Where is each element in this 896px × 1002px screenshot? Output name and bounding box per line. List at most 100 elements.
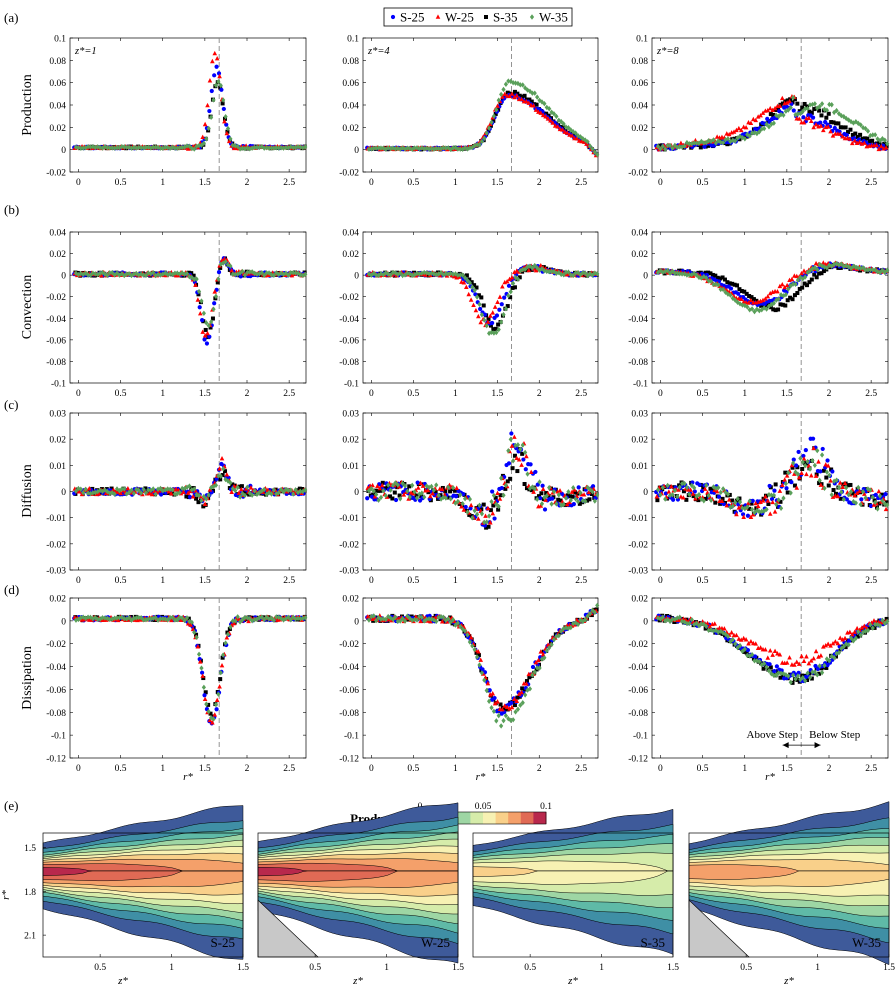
data-point (803, 462, 808, 469)
data-point (509, 443, 515, 448)
data-point (213, 296, 218, 301)
y-tick-label: -0.02 (339, 540, 359, 550)
data-point (784, 100, 790, 105)
data-point (136, 144, 141, 151)
data-point (484, 322, 489, 329)
data-point (554, 633, 559, 640)
y-tick-label: 0.03 (49, 410, 66, 420)
data-point (680, 271, 685, 277)
data-point (500, 94, 505, 99)
data-point (461, 491, 466, 497)
data-point (158, 492, 164, 497)
data-point (575, 498, 581, 505)
data-point (293, 616, 298, 622)
data-point (247, 269, 252, 275)
data-point (849, 140, 855, 146)
data-point (506, 461, 512, 466)
data-point (434, 145, 439, 152)
data-point (732, 282, 737, 287)
data-point (412, 489, 417, 495)
panel-r2-c1: 0.030.020.010-0.01-0.02-0.030 0.5 1 1.5 2 2.5 (339, 410, 600, 586)
data-point (223, 640, 228, 646)
y-tick-label: 0.06 (631, 79, 648, 89)
data-point (865, 267, 871, 273)
data-point (471, 302, 476, 308)
data-point (681, 495, 686, 500)
data-point (513, 709, 518, 715)
data-point (544, 491, 549, 496)
data-point (430, 490, 435, 496)
data-point (490, 310, 496, 315)
data-point (499, 485, 504, 491)
y-tick-label: 0 (61, 146, 66, 156)
data-point (499, 91, 504, 98)
data-point (706, 143, 711, 148)
data-point (515, 91, 520, 96)
data-point (805, 458, 810, 465)
data-point (206, 322, 211, 329)
data-point (701, 485, 706, 490)
data-point (210, 58, 215, 64)
data-point (575, 491, 580, 496)
data-point (377, 485, 383, 491)
data-point (554, 270, 559, 276)
data-point (199, 497, 204, 504)
data-point (88, 144, 93, 150)
data-point (738, 296, 744, 301)
data-point (237, 494, 243, 500)
data-point (824, 475, 829, 480)
data-point (858, 132, 863, 137)
data-point (754, 507, 760, 514)
data-point (747, 506, 752, 511)
data-point (749, 501, 754, 506)
data-point (187, 483, 192, 489)
x-tick-label: 1.5 (781, 389, 793, 399)
data-point (498, 702, 503, 707)
x-axis-label: r* (183, 771, 193, 783)
data-point (220, 101, 225, 106)
data-point (509, 275, 515, 280)
data-point (795, 465, 800, 470)
data-point (753, 500, 759, 506)
data-point (378, 145, 384, 151)
data-point (208, 325, 213, 330)
data-point (289, 272, 295, 278)
legend-marker-w-35 (529, 14, 535, 20)
data-point (771, 307, 776, 312)
data-point (196, 651, 202, 657)
data-point (490, 320, 495, 326)
data-point (489, 329, 494, 336)
data-point (742, 134, 747, 139)
data-point (796, 116, 802, 121)
data-point (838, 496, 843, 501)
data-point (511, 717, 516, 723)
data-point (863, 125, 868, 132)
data-point (281, 489, 286, 495)
data-point (782, 284, 788, 290)
data-point (821, 127, 826, 133)
data-point (742, 505, 747, 512)
data-point (216, 691, 221, 697)
data-point (112, 491, 117, 497)
data-point (482, 519, 487, 526)
data-point (300, 272, 305, 279)
data-point (223, 113, 228, 120)
data-point (474, 294, 480, 300)
data-point (544, 104, 549, 111)
data-point (795, 277, 801, 283)
data-point (492, 516, 497, 521)
data-point (785, 298, 790, 303)
data-point (789, 462, 795, 468)
series-w-35 (655, 260, 890, 315)
data-point (884, 143, 889, 148)
axes-frame (651, 37, 889, 173)
data-point (279, 145, 284, 151)
data-point (107, 270, 112, 276)
panel-r2-c2: 0.030.020.010-0.01-0.02-0.030 0.5 1 1.5 2 2.5 (628, 410, 890, 586)
data-point (194, 276, 199, 282)
data-point (796, 475, 802, 480)
data-point (242, 492, 248, 499)
data-point (207, 78, 213, 83)
data-point (218, 85, 223, 90)
